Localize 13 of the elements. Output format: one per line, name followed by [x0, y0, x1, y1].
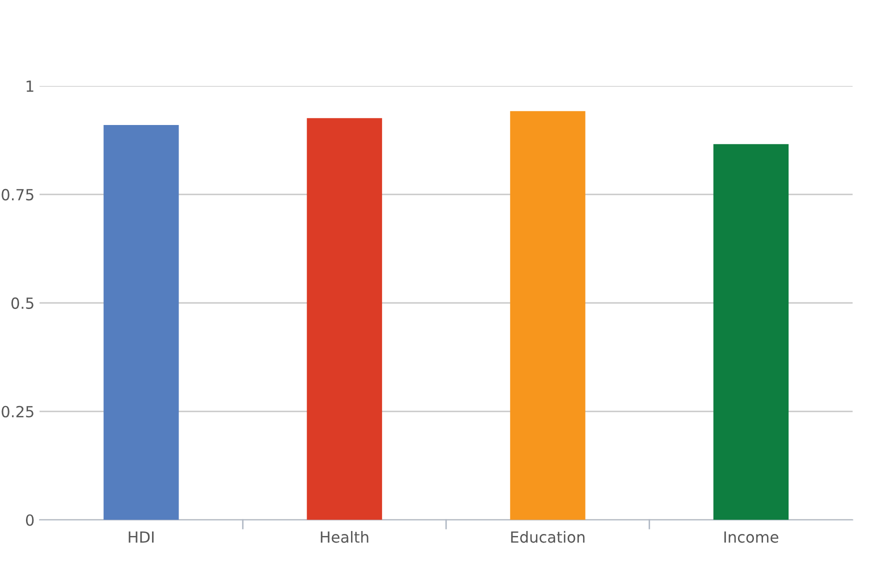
x-tick-label: Health: [320, 530, 368, 543]
x-tick-label: HDI: [128, 531, 154, 543]
y-tick-label: 0.5: [11, 297, 34, 309]
bar: [713, 144, 789, 520]
y-tick-label: 1: [26, 80, 34, 92]
x-tick-label: Income: [724, 531, 778, 543]
x-tick-label: Education: [511, 530, 584, 543]
y-tick-label: 0.25: [2, 406, 34, 418]
bar: [104, 125, 179, 520]
y-tick-label: 0.75: [2, 188, 34, 200]
y-tick-label: 0: [26, 514, 34, 526]
bar: [510, 111, 586, 520]
bar: [306, 118, 382, 520]
